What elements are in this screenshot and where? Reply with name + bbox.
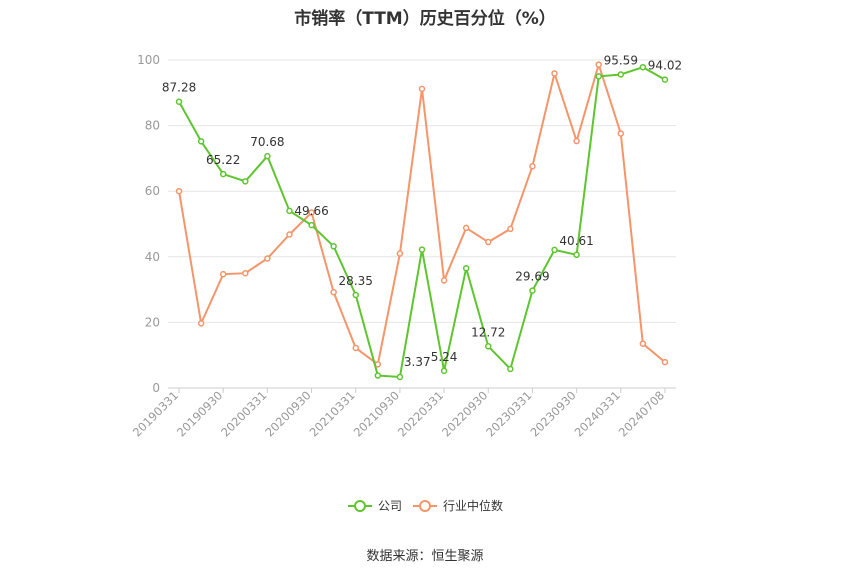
x-tick-label: 20200331 xyxy=(218,388,269,439)
data-point xyxy=(529,287,536,294)
data-point xyxy=(551,70,558,77)
data-point xyxy=(440,277,448,284)
data-point xyxy=(485,238,492,246)
data-point xyxy=(352,344,359,352)
data-point xyxy=(374,372,382,379)
legend-label-1: 行业中位数 xyxy=(443,498,503,513)
data-label: 95.59 xyxy=(604,53,638,67)
data-label: 94.02 xyxy=(648,59,682,73)
x-tick-label: 20190930 xyxy=(174,388,225,439)
x-tick-label: 20240708 xyxy=(616,388,667,439)
x-tick-label: 20190331 xyxy=(130,388,181,439)
data-label: 65.22 xyxy=(206,153,240,167)
data-label: 87.28 xyxy=(162,81,196,95)
data-point xyxy=(264,152,271,160)
x-tick-label: 20210930 xyxy=(351,388,402,439)
data-point xyxy=(639,340,647,347)
data-point xyxy=(617,71,625,78)
data-source: 数据来源：恒生聚源 xyxy=(366,549,484,564)
data-point xyxy=(617,130,625,137)
legend-marker-1 xyxy=(419,500,431,512)
series-line-1 xyxy=(178,61,666,367)
data-point xyxy=(330,288,337,296)
data-point xyxy=(639,63,647,71)
data-point xyxy=(595,73,602,80)
legend-label-0: 公司 xyxy=(378,499,402,513)
data-point xyxy=(197,320,205,327)
data-point xyxy=(440,367,448,375)
data-point xyxy=(330,243,337,250)
x-tick-label: 20230331 xyxy=(483,388,534,439)
data-point xyxy=(396,373,404,381)
data-point xyxy=(551,246,558,254)
data-label: 70.68 xyxy=(250,135,284,149)
data-label: 28.35 xyxy=(339,274,373,288)
data-point xyxy=(507,365,514,373)
x-tick-label: 20220930 xyxy=(439,388,490,439)
data-label: 49.66 xyxy=(294,204,328,218)
data-point xyxy=(219,270,227,278)
data-point xyxy=(175,187,183,195)
data-point xyxy=(396,250,404,257)
data-point xyxy=(462,265,470,272)
data-label: 3.37 xyxy=(404,355,431,369)
y-tick-label: 60 xyxy=(145,184,160,198)
x-tick-label: 20220331 xyxy=(395,388,446,439)
x-tick-label: 20240331 xyxy=(572,388,623,439)
y-tick-label: 80 xyxy=(145,119,160,133)
x-tick-label: 20230930 xyxy=(527,388,578,439)
y-tick-label: 100 xyxy=(137,53,160,67)
data-label: 29.69 xyxy=(515,270,549,284)
data-point xyxy=(308,221,315,229)
data-point xyxy=(573,137,580,145)
data-point xyxy=(308,209,315,216)
series-line-0 xyxy=(178,66,666,379)
legend-marker-0 xyxy=(354,500,366,512)
data-label: 12.72 xyxy=(471,325,505,339)
data-point xyxy=(595,61,602,68)
data-point xyxy=(242,269,249,277)
data-point xyxy=(462,224,470,232)
data-point xyxy=(264,255,271,262)
chart-title: 市销率（TTM）历史百分位（%） xyxy=(294,9,556,29)
y-tick-label: 0 xyxy=(152,381,160,395)
data-point xyxy=(286,207,293,215)
data-label: 40.61 xyxy=(559,234,593,248)
data-point xyxy=(175,98,183,105)
data-point xyxy=(661,76,669,83)
x-tick-label: 20200930 xyxy=(262,388,313,439)
data-point xyxy=(219,170,227,178)
data-point xyxy=(485,343,492,350)
data-point xyxy=(242,178,249,185)
data-label: 5.24 xyxy=(431,350,458,364)
data-point xyxy=(529,163,536,170)
data-point xyxy=(507,225,514,233)
data-point xyxy=(352,291,359,299)
y-tick-label: 40 xyxy=(145,250,160,264)
data-point xyxy=(661,358,669,366)
data-point xyxy=(418,246,426,253)
data-point xyxy=(418,85,426,93)
y-tick-label: 20 xyxy=(145,315,160,329)
x-tick-label: 20210331 xyxy=(307,388,358,439)
data-point xyxy=(286,231,293,238)
data-point xyxy=(197,138,205,145)
data-point xyxy=(573,251,580,259)
